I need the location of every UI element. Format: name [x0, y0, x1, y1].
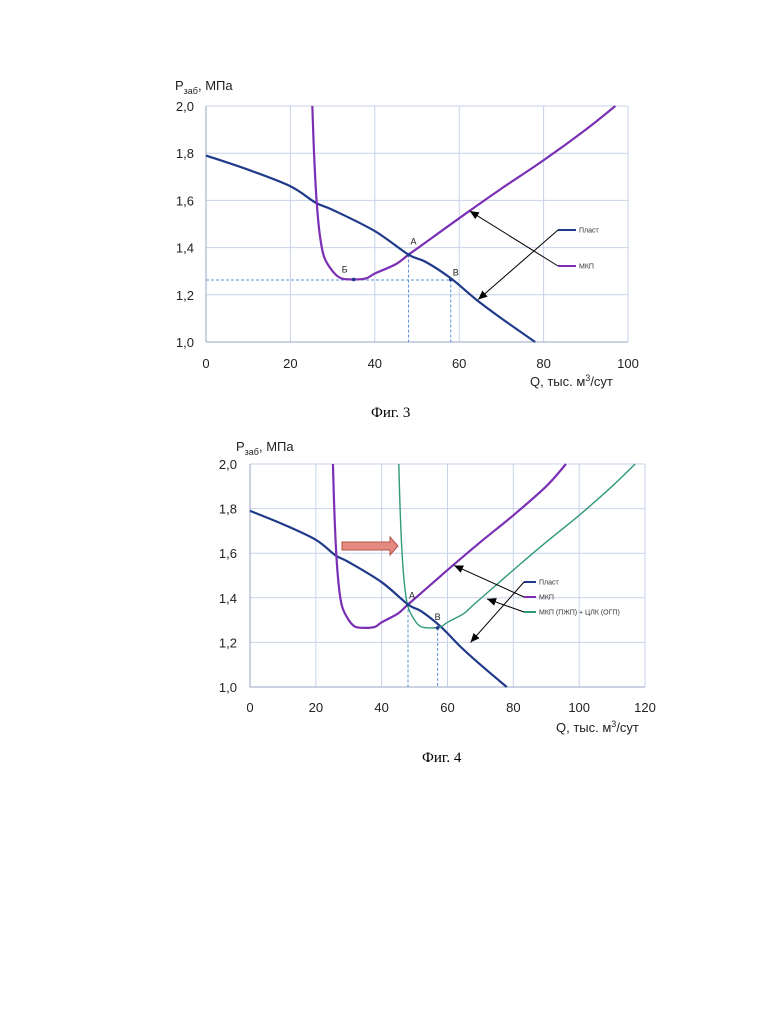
- x-tick-label: 40: [374, 700, 388, 715]
- arrowhead: [487, 598, 497, 606]
- y-axis-label: Pзаб, МПа: [175, 78, 233, 96]
- figure-caption: Фиг. 3: [371, 405, 410, 422]
- x-axis-label: Q, тыс. м3/сут: [556, 719, 639, 735]
- legend-label: Пласт: [579, 228, 600, 235]
- point-labels: А Б В: [342, 237, 459, 282]
- grid: [206, 106, 628, 342]
- point-marker: [436, 626, 440, 630]
- figure-3: Пласт МКП А Б В 0 20 40 60 80 100 1,0 1,2 1,4 1,6 1,8…: [0, 0, 780, 440]
- legend-label: МКП: [539, 595, 554, 602]
- x-tick-label: 80: [536, 356, 550, 371]
- y-tick-label: 2,0: [219, 457, 237, 472]
- legend-label: МКП: [579, 264, 594, 271]
- x-tick-label: 60: [440, 700, 454, 715]
- point-label: В: [453, 267, 459, 277]
- figure-4: ПластМКПМКП (ПЖП) + ЦЛК (ОГП) АВ 0204060…: [0, 430, 780, 780]
- chart-fig4: ПластМКПМКП (ПЖП) + ЦЛК (ОГП) АВ 0204060…: [0, 430, 780, 780]
- legend: Пласт МКП: [470, 211, 600, 299]
- point-label: А: [409, 590, 415, 600]
- figure-caption: Фиг. 4: [422, 750, 461, 767]
- x-tick-label: 20: [283, 356, 297, 371]
- y-tick-label: 1,6: [219, 546, 237, 561]
- x-axis-label: Q, тыс. м3/сут: [530, 373, 613, 389]
- tick-labels: 0 20 40 60 80 100 120 1,0 1,2 1,4 1,6 1,8 2,0: [219, 457, 656, 715]
- point-marker: [449, 278, 453, 282]
- point-marker: [406, 603, 410, 607]
- legend-label: Пласт: [539, 580, 560, 587]
- y-tick-label: 1,8: [219, 502, 237, 517]
- guide-lines: [206, 255, 451, 342]
- grid: [250, 464, 645, 687]
- right-arrow-icon: [342, 537, 398, 555]
- point-marker: [407, 253, 411, 257]
- legend-pointer: [478, 230, 558, 300]
- legend-label: МКП (ПЖП) + ЦЛК (ОГП): [539, 610, 620, 617]
- y-tick-label: 1,6: [176, 193, 194, 208]
- x-tick-label: 0: [246, 700, 253, 715]
- y-tick-label: 2,0: [176, 99, 194, 114]
- y-tick-label: 1,0: [219, 680, 237, 695]
- shift-arrow: [342, 537, 398, 555]
- chart-fig3: Пласт МКП А Б В 0 20 40 60 80 100 1,0 1,2 1,4 1,6 1,8…: [0, 0, 780, 440]
- series-line: [206, 156, 535, 342]
- y-tick-label: 1,2: [219, 635, 237, 650]
- point-marker: [352, 278, 356, 282]
- x-tick-label: 80: [506, 700, 520, 715]
- series-group: [206, 106, 615, 342]
- tick-labels: 0 20 40 60 80 100 1,0 1,2 1,4 1,6 1,8 2,0: [176, 99, 639, 371]
- arrowhead: [470, 211, 480, 219]
- x-tick-label: 0: [202, 356, 209, 371]
- x-tick-label: 100: [617, 356, 639, 371]
- series-group: [250, 464, 635, 687]
- legend-pointer: [471, 582, 524, 642]
- x-tick-label: 100: [568, 700, 590, 715]
- series-line: [250, 511, 507, 687]
- x-tick-label: 60: [452, 356, 466, 371]
- series-line: [399, 464, 635, 628]
- series-line: [312, 106, 615, 279]
- y-tick-label: 1,2: [176, 288, 194, 303]
- x-tick-label: 40: [368, 356, 382, 371]
- y-tick-label: 1,8: [176, 146, 194, 161]
- y-tick-label: 1,4: [176, 241, 194, 256]
- point-label: В: [435, 612, 441, 622]
- y-tick-label: 1,0: [176, 335, 194, 350]
- point-label: Б: [342, 264, 348, 274]
- legend-pointer: [470, 211, 558, 266]
- x-tick-label: 120: [634, 700, 656, 715]
- x-tick-label: 20: [309, 700, 323, 715]
- point-label: А: [411, 237, 417, 247]
- y-axis-label: Pзаб, МПа: [236, 439, 294, 457]
- y-tick-label: 1,4: [219, 591, 237, 606]
- legend: Пласт МКП МКП (ПЖП) + ЦЛК (ОГП): [454, 565, 620, 642]
- point-labels: АВ: [406, 590, 440, 629]
